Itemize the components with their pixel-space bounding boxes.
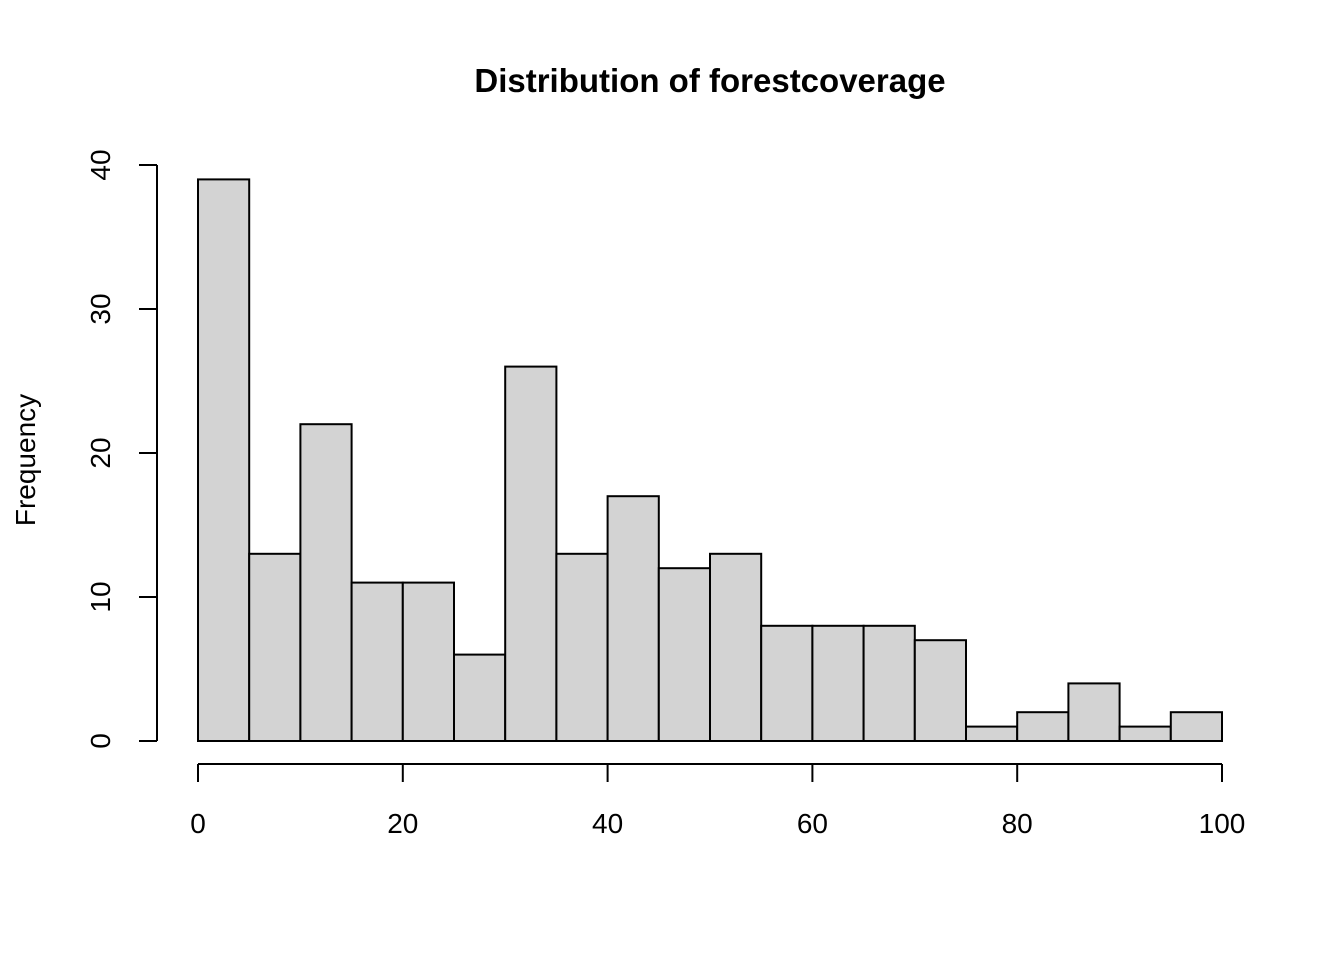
histogram-bar <box>453 653 507 742</box>
histogram-bar <box>1118 725 1172 742</box>
bars-group <box>197 178 1224 743</box>
x-tick-label: 0 <box>190 808 206 839</box>
histogram-bar <box>248 552 302 742</box>
histogram-bar <box>1016 711 1070 743</box>
histogram-bar <box>606 495 660 743</box>
histogram-bar <box>811 624 865 742</box>
histogram-bar <box>1067 682 1121 743</box>
histogram-bar <box>657 567 711 743</box>
histogram-bar <box>504 365 558 742</box>
histogram-bar <box>555 552 609 742</box>
y-axis-label: Frequency <box>10 394 41 526</box>
histogram-bar <box>197 178 251 742</box>
chart-title: Distribution of forestcoverage <box>474 62 945 99</box>
histogram-bar <box>862 624 916 742</box>
histogram-bar <box>350 581 404 742</box>
histogram-bar <box>913 639 967 743</box>
y-tick-label: 30 <box>85 293 116 324</box>
y-tick-label: 40 <box>85 149 116 180</box>
histogram-bar <box>299 423 353 742</box>
histogram-bar <box>401 581 455 742</box>
histogram-bar <box>965 725 1019 742</box>
histogram-bar <box>709 552 763 742</box>
y-tick-label: 20 <box>85 437 116 468</box>
y-axis: 0 10 20 30 40 <box>85 149 158 749</box>
histogram-bar <box>760 624 814 742</box>
histogram-bar <box>1169 711 1224 743</box>
x-tick-label: 20 <box>387 808 418 839</box>
x-tick-label: 100 <box>1199 808 1246 839</box>
x-axis: 0 20 40 60 80 100 <box>190 763 1246 839</box>
x-tick-label: 40 <box>592 808 623 839</box>
y-tick-label: 0 <box>85 733 116 749</box>
x-tick-label: 60 <box>797 808 828 839</box>
x-tick-label: 80 <box>1002 808 1033 839</box>
y-tick-label: 10 <box>85 581 116 612</box>
